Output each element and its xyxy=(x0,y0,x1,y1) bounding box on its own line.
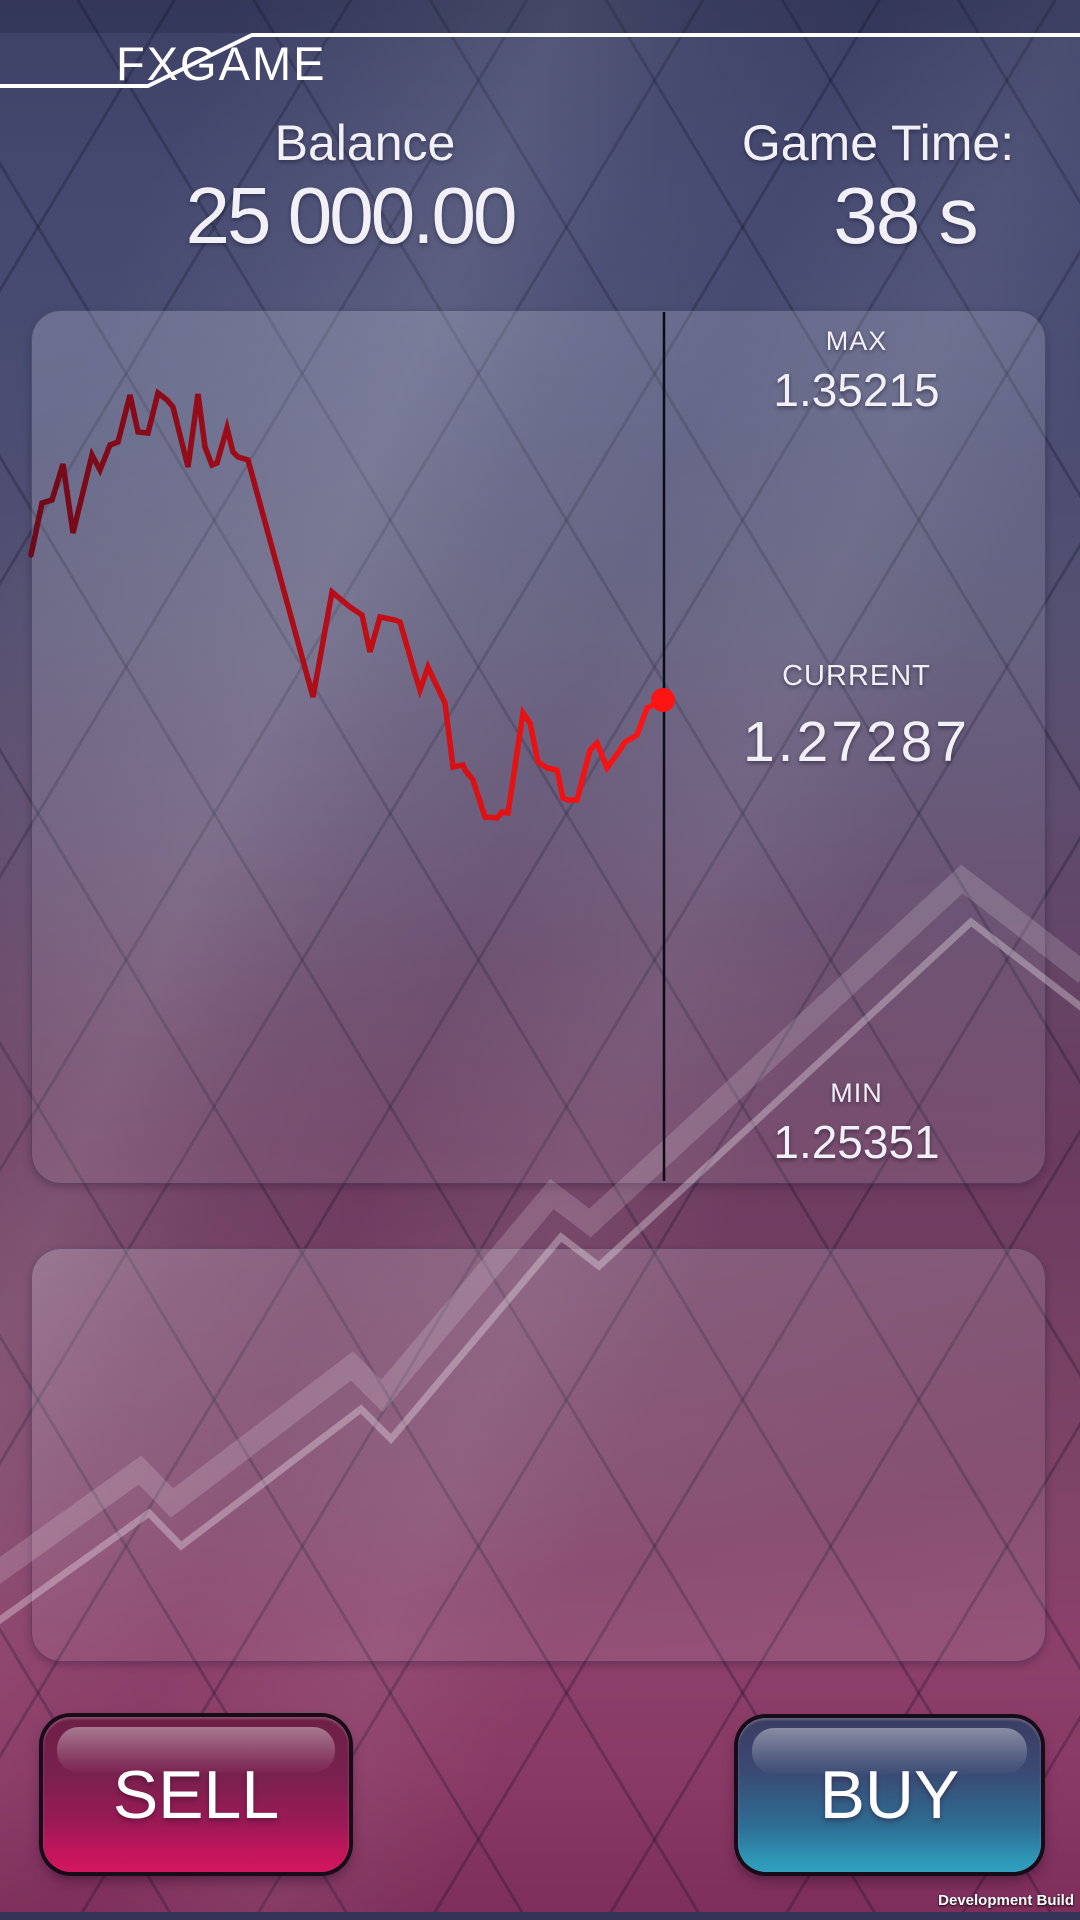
max-quote: MAX 1.35215 xyxy=(667,326,1046,417)
lower-panel xyxy=(31,1248,1046,1662)
current-quote: CURRENT 1.27287 xyxy=(667,660,1046,775)
balance-value: 25 000.00 xyxy=(185,171,518,260)
min-value: 1.25351 xyxy=(773,1116,940,1168)
min-label: MIN xyxy=(830,1078,883,1108)
buy-button-label: BUY xyxy=(819,1757,960,1833)
min-quote: MIN 1.25351 xyxy=(667,1078,1046,1169)
sell-button-gloss xyxy=(57,1727,335,1773)
top-strip xyxy=(0,0,1080,33)
max-value: 1.35215 xyxy=(773,364,940,416)
max-label: MAX xyxy=(825,326,888,356)
logo-line xyxy=(0,33,1080,88)
game-time-value: 38 s xyxy=(833,171,978,260)
current-label: CURRENT xyxy=(782,660,931,692)
current-value: 1.27287 xyxy=(742,710,971,774)
fxgame-logo: FXGAME xyxy=(0,33,1080,90)
sell-button[interactable]: SELL xyxy=(43,1717,349,1872)
buy-button[interactable]: BUY xyxy=(738,1718,1041,1872)
game-time-label: Game Time: xyxy=(741,115,1015,171)
dev-build-watermark: Development Build xyxy=(938,1892,1074,1909)
bottom-strip xyxy=(0,1912,1080,1920)
balance-label: Balance xyxy=(274,115,456,171)
buy-button-gloss xyxy=(752,1728,1027,1774)
sell-button-label: SELL xyxy=(112,1756,280,1833)
logo-text: FXGAME xyxy=(116,37,326,90)
